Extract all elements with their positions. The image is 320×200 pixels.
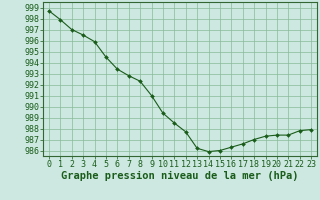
X-axis label: Graphe pression niveau de la mer (hPa): Graphe pression niveau de la mer (hPa) — [61, 171, 299, 181]
